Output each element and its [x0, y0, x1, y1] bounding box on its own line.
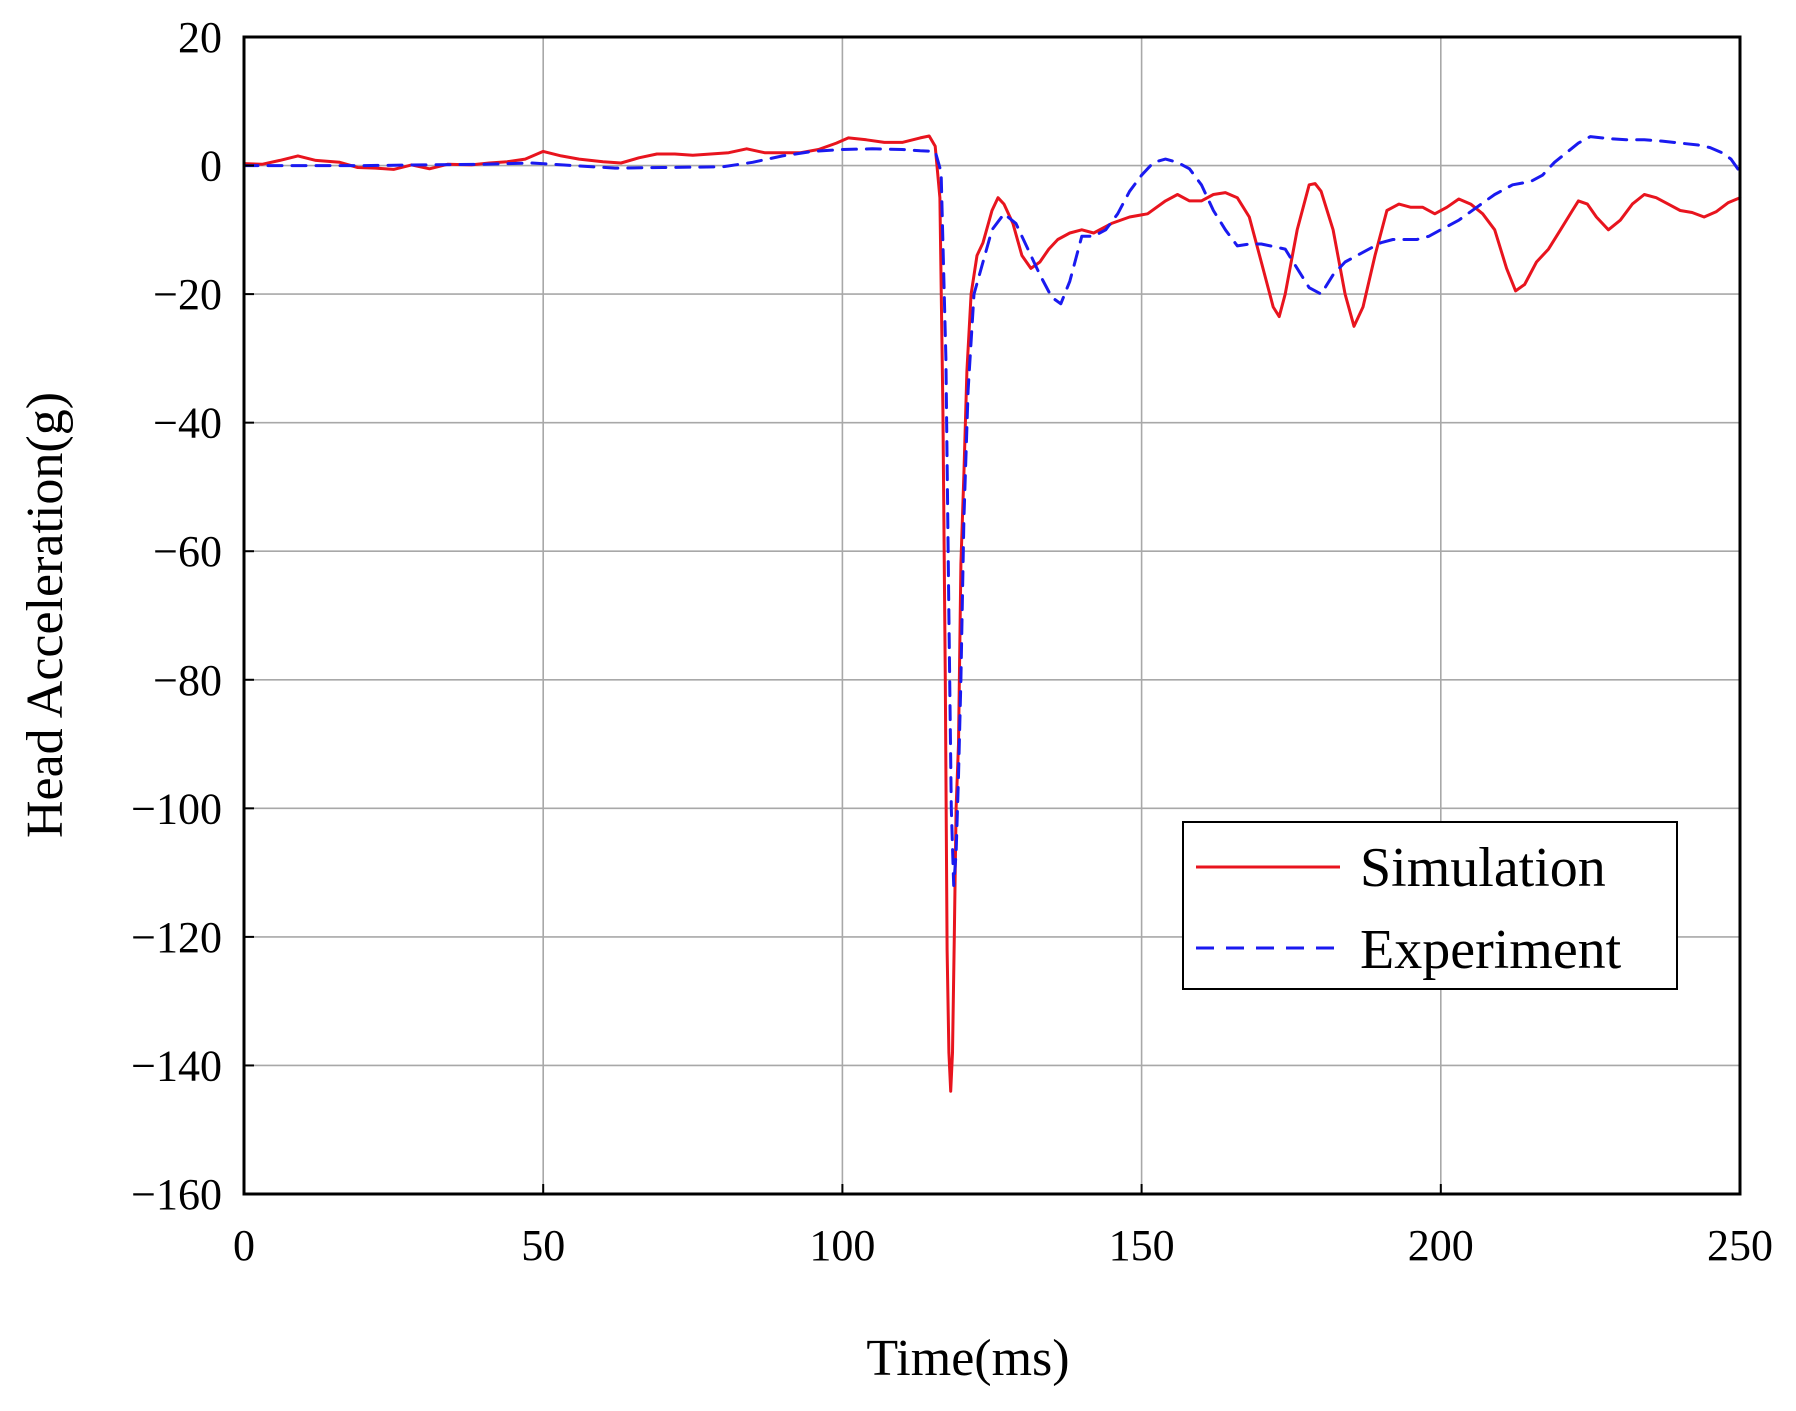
y-tick-label: 20: [178, 13, 222, 62]
legend: Simulation Experiment: [1182, 821, 1678, 990]
y-tick-label: −120: [131, 913, 222, 962]
x-tick-label: 250: [1707, 1221, 1773, 1270]
tick-marks: [243, 36, 1741, 1195]
series-line-experiment: [242, 135, 1742, 887]
legend-label-simulation: Simulation: [1360, 837, 1606, 899]
y-tick-label: 0: [200, 142, 222, 191]
x-axis-title: Time(ms): [866, 1330, 1069, 1387]
x-tick-labels: 0 50 100 150 200 250: [233, 1221, 1773, 1270]
y-tick-label: −160: [131, 1170, 222, 1219]
y-tick-label: −100: [131, 784, 222, 833]
legend-box: [1182, 821, 1678, 990]
y-tick-label: −80: [153, 656, 222, 705]
x-tick-label: 200: [1408, 1221, 1474, 1270]
y-tick-labels: 20 0 −20 −40 −60 −80 −100 −120 −140 −160: [131, 13, 222, 1219]
y-axis-title: Head Acceleration(g): [17, 392, 74, 838]
y-tick-label: −40: [153, 399, 222, 448]
y-tick-label: −20: [153, 270, 222, 319]
plot-frame: [242, 35, 1742, 1196]
y-tick-label: −60: [153, 527, 222, 576]
x-tick-label: 150: [1109, 1221, 1175, 1270]
y-tick-label: −140: [131, 1041, 222, 1090]
data-series: [242, 134, 1742, 1093]
legend-label-experiment: Experiment: [1360, 919, 1622, 981]
x-tick-label: 50: [521, 1221, 565, 1270]
x-tick-label: 100: [809, 1221, 875, 1270]
x-tick-label: 0: [233, 1221, 255, 1270]
